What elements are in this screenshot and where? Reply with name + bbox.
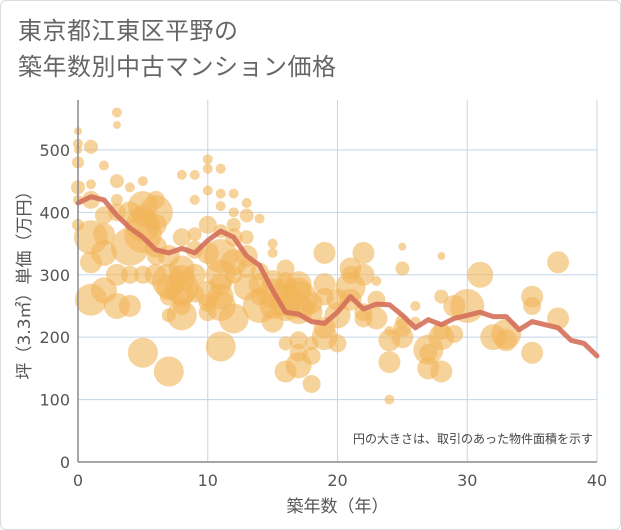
data-bubble [430, 360, 453, 383]
data-bubble [120, 265, 139, 284]
data-bubble [328, 334, 347, 353]
data-bubble [352, 263, 375, 286]
data-bubble [202, 154, 213, 165]
data-bubble [228, 188, 239, 199]
data-bubble [153, 356, 184, 387]
data-bubble [276, 259, 295, 278]
data-bubble [384, 394, 395, 405]
size-note: 円の大きさは、取引のあった物件面積を示す [353, 431, 593, 446]
data-bubble [239, 230, 254, 245]
data-bubble [467, 261, 494, 288]
data-bubble [521, 341, 544, 364]
data-bubble [267, 238, 278, 249]
data-bubble [137, 176, 148, 187]
data-bubble [226, 217, 241, 232]
y-tick-label: 400 [39, 203, 70, 222]
data-bubble [205, 331, 236, 362]
axes [77, 100, 597, 463]
title-line-2: 築年数別中古マンション価格 [18, 54, 337, 81]
data-bubble [523, 296, 542, 315]
data-bubble [166, 300, 197, 331]
data-bubble [109, 174, 124, 189]
y-tick-label: 300 [39, 266, 70, 285]
x-tick-label: 20 [327, 471, 347, 490]
data-bubble [83, 139, 98, 154]
title-line-1: 東京都江東区平野の [18, 18, 239, 45]
data-bubble [289, 331, 308, 350]
data-bubble [395, 261, 410, 276]
y-tick-label: 100 [39, 391, 70, 410]
y-axis-label: 坪（3.3㎡）単価（万円） [15, 182, 35, 379]
data-bubble [176, 169, 187, 180]
data-bubble [495, 329, 518, 352]
data-bubble [127, 337, 158, 368]
data-bubble [112, 120, 121, 129]
data-bubble [278, 336, 293, 351]
data-bubble [183, 263, 206, 286]
data-bubble [215, 201, 226, 212]
y-tick-label: 0 [60, 453, 70, 472]
data-bubble [352, 241, 375, 264]
data-bubble [110, 193, 123, 206]
data-bubble [239, 208, 254, 223]
data-bubble [410, 300, 421, 311]
data-bubble [313, 241, 336, 264]
data-bubble [547, 251, 570, 274]
data-bubble [371, 276, 382, 286]
data-bubble [215, 188, 226, 199]
data-bubble [85, 179, 96, 190]
x-tick-label: 0 [73, 471, 83, 490]
data-bubble [437, 252, 446, 261]
data-bubble [198, 215, 217, 234]
data-bubble [254, 213, 265, 224]
tick-labels: 0 100 200 300 400 500 0 10 20 30 40 [39, 141, 607, 490]
data-bubble [98, 160, 109, 171]
trend-line [75, 194, 600, 359]
data-bubble [391, 326, 414, 349]
x-tick-label: 40 [587, 471, 607, 490]
data-bubble [267, 247, 278, 258]
y-tick-label: 500 [39, 141, 70, 160]
data-bubble [90, 239, 117, 266]
x-tick-label: 10 [198, 471, 218, 490]
trend-line-layer [75, 194, 600, 359]
data-bubble [189, 169, 200, 180]
bubble-layer [71, 107, 570, 405]
x-axis-label: 築年数（年） [287, 497, 389, 517]
data-bubble [241, 197, 252, 208]
data-bubble [398, 242, 407, 251]
data-bubble [218, 303, 249, 334]
data-bubble [228, 207, 239, 218]
data-bubble [92, 223, 115, 246]
data-bubble [118, 294, 141, 317]
data-bubble [302, 346, 321, 365]
data-bubble [189, 194, 200, 205]
data-bubble [172, 228, 191, 247]
data-bubble [445, 325, 464, 344]
data-bubble [124, 182, 135, 193]
data-bubble [187, 227, 202, 242]
x-tick-label: 30 [457, 471, 477, 490]
data-bubble [111, 107, 122, 118]
data-bubble [419, 343, 438, 362]
data-bubble [215, 163, 226, 174]
data-bubble [302, 374, 321, 393]
chart-title: 東京都江東区平野の 築年数別中古マンション価格 [18, 14, 337, 86]
data-bubble [202, 163, 213, 174]
data-bubble [378, 351, 401, 374]
data-bubble [202, 185, 213, 196]
data-bubble [144, 213, 167, 236]
data-bubble [434, 289, 449, 304]
data-bubble [105, 263, 128, 286]
data-bubble [365, 307, 388, 330]
y-tick-label: 200 [39, 328, 70, 347]
